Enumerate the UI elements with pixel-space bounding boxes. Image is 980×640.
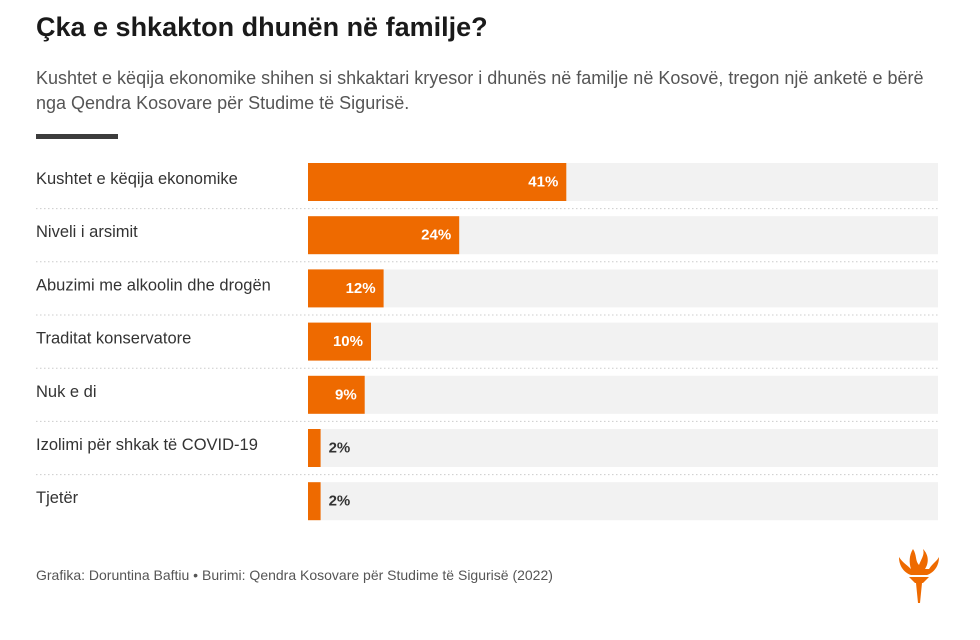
chart-title: Çka e shkakton dhunën në familje? [36,12,488,42]
bar [308,269,384,308]
category-label: Kushtet e këqija ekonomike [36,170,238,188]
value-label: 2% [329,493,351,510]
bar [308,482,321,521]
bar-track [308,375,938,414]
category-label: Traditat konservatore [36,330,191,348]
category-label: Niveli i arsimit [36,223,138,241]
bar [308,429,321,467]
bar [308,322,371,361]
bar-track [308,269,938,308]
value-label: 12% [346,280,376,297]
category-label: Nuk e di [36,383,97,401]
bar-track [308,322,938,361]
chart-subtitle: Kushtet e këqija ekonomike shihen si shk… [36,68,924,113]
bar [308,163,567,201]
bar [308,375,365,414]
value-label: 9% [335,386,357,403]
category-label: Abuzimi me alkoolin dhe drogën [36,276,271,294]
title-divider [36,134,118,139]
category-label: Izolimi për shkak të COVID-19 [36,436,258,454]
value-label: 2% [329,440,351,457]
bar-track [308,482,938,521]
value-label: 10% [333,333,363,350]
value-label: 41% [528,174,558,191]
bar-track [308,429,938,467]
category-label: Tjetër [36,489,79,507]
value-label: 24% [421,227,451,244]
rfe-rl-torch-icon [899,549,939,603]
bar [308,216,460,255]
chart-footer: Grafika: Doruntina Baftiu • Burimi: Qend… [36,567,553,583]
